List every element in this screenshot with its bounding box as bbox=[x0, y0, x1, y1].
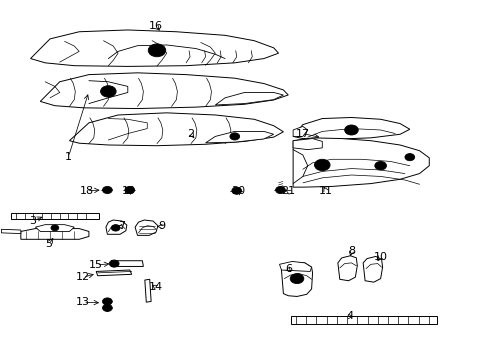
Polygon shape bbox=[21, 229, 89, 239]
Text: 1: 1 bbox=[65, 152, 72, 162]
Text: 10: 10 bbox=[373, 252, 387, 262]
Polygon shape bbox=[363, 256, 382, 282]
Polygon shape bbox=[30, 30, 278, 66]
Polygon shape bbox=[205, 131, 273, 143]
Circle shape bbox=[102, 298, 112, 305]
Polygon shape bbox=[292, 126, 307, 136]
Circle shape bbox=[124, 186, 134, 194]
Polygon shape bbox=[292, 138, 428, 187]
Text: 14: 14 bbox=[149, 282, 163, 292]
Circle shape bbox=[289, 274, 303, 284]
Polygon shape bbox=[279, 261, 311, 271]
Text: 17: 17 bbox=[295, 129, 309, 139]
Polygon shape bbox=[1, 229, 21, 234]
Circle shape bbox=[101, 86, 116, 97]
Polygon shape bbox=[144, 279, 151, 302]
Text: 13: 13 bbox=[76, 297, 90, 307]
Text: 4: 4 bbox=[346, 311, 353, 321]
Text: 3: 3 bbox=[29, 216, 37, 226]
Polygon shape bbox=[292, 117, 409, 139]
Text: 11: 11 bbox=[319, 186, 332, 197]
Polygon shape bbox=[35, 225, 74, 231]
Polygon shape bbox=[290, 316, 436, 324]
Circle shape bbox=[374, 161, 386, 170]
Circle shape bbox=[111, 225, 120, 231]
Text: 18: 18 bbox=[79, 186, 93, 196]
Text: 5: 5 bbox=[45, 239, 52, 249]
Circle shape bbox=[275, 186, 285, 194]
Circle shape bbox=[404, 154, 414, 161]
Polygon shape bbox=[69, 113, 283, 146]
Circle shape bbox=[231, 187, 241, 194]
Polygon shape bbox=[40, 73, 287, 109]
Polygon shape bbox=[292, 139, 322, 150]
Polygon shape bbox=[11, 213, 99, 219]
Polygon shape bbox=[215, 93, 283, 105]
Text: 9: 9 bbox=[158, 221, 165, 231]
Polygon shape bbox=[96, 270, 131, 276]
Circle shape bbox=[109, 260, 119, 267]
Polygon shape bbox=[135, 220, 158, 235]
Circle shape bbox=[102, 304, 112, 311]
Polygon shape bbox=[281, 262, 312, 296]
Circle shape bbox=[51, 225, 59, 231]
Text: 20: 20 bbox=[231, 186, 245, 197]
Text: 6: 6 bbox=[284, 264, 291, 274]
Circle shape bbox=[314, 159, 329, 171]
Text: 21: 21 bbox=[281, 186, 295, 197]
Text: 8: 8 bbox=[347, 247, 354, 256]
Text: 7: 7 bbox=[118, 221, 125, 231]
Text: 12: 12 bbox=[76, 272, 90, 282]
Polygon shape bbox=[111, 261, 143, 266]
Polygon shape bbox=[106, 220, 126, 234]
Polygon shape bbox=[337, 256, 357, 281]
Circle shape bbox=[344, 125, 358, 135]
Text: 16: 16 bbox=[149, 21, 163, 31]
Text: 15: 15 bbox=[89, 260, 103, 270]
Text: 19: 19 bbox=[122, 186, 136, 196]
Text: 2: 2 bbox=[187, 129, 194, 139]
Circle shape bbox=[102, 186, 112, 194]
Circle shape bbox=[148, 44, 165, 57]
Circle shape bbox=[229, 133, 239, 140]
